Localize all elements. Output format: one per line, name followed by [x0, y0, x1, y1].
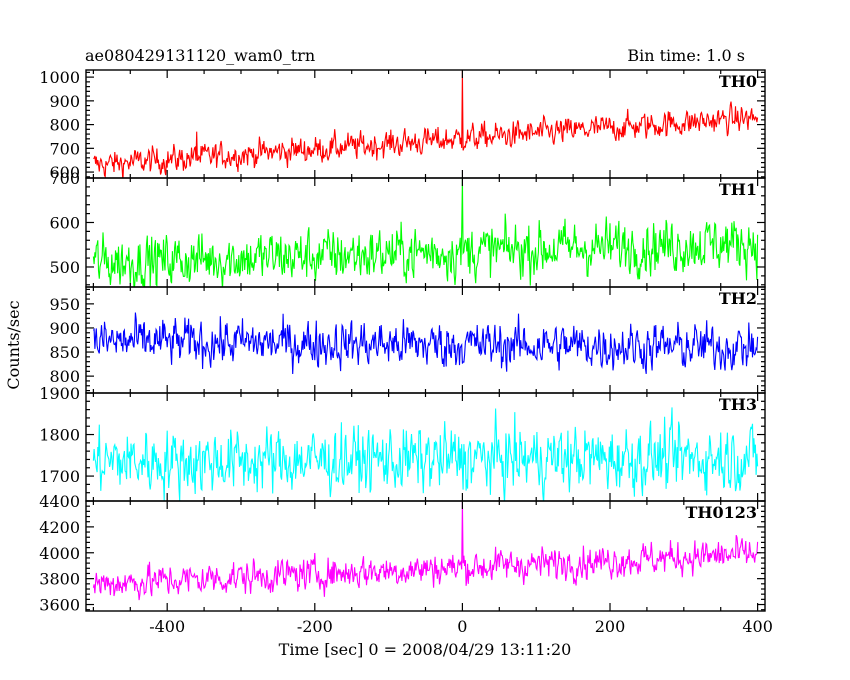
x-axis: -400 -200 0 200 400 — [149, 617, 773, 636]
chart-header-right: Bin time: 1.0 s — [627, 46, 745, 65]
y-tick-label: 800 — [49, 367, 80, 386]
series-line-th0123 — [92, 501, 759, 601]
series-line-th2 — [92, 312, 759, 375]
y-tick-label: 3800 — [39, 570, 80, 589]
panel-th0123: 3600 3800 4000 4200 4400 TH0123 — [39, 492, 766, 615]
y-tick-label: 4000 — [39, 544, 80, 563]
y-tick-label: 4200 — [39, 518, 80, 537]
panel-th1: 500 600 700 TH1 — [49, 169, 766, 288]
chart-header-left: ae080429131120_wam0_trn — [85, 46, 315, 65]
panel-th0: 600 700 800 900 1000 TH0 — [39, 68, 766, 182]
y-tick-label: 3600 — [39, 596, 80, 615]
series-line-th3 — [92, 407, 759, 501]
x-tick-label: -200 — [297, 617, 333, 636]
panel-th3: 1700 1800 1900 TH3 — [39, 384, 766, 502]
y-tick-label: 800 — [49, 116, 80, 135]
panel-label: TH1 — [719, 180, 757, 199]
panel-th2: 800 850 900 950 TH2 — [49, 286, 766, 394]
y-tick-label: 900 — [49, 319, 80, 338]
panel-label: TH0 — [719, 72, 757, 91]
panel-label: TH2 — [719, 289, 757, 308]
y-tick-label: 950 — [49, 295, 80, 314]
y-axis-label: Counts/sec — [4, 300, 23, 389]
series-line-th1 — [92, 178, 759, 287]
y-tick-label: 4400 — [39, 492, 80, 511]
y-tick-label: 900 — [49, 92, 80, 111]
y-tick-label: 600 — [49, 213, 80, 232]
y-tick-label: 700 — [49, 169, 80, 188]
x-tick-label: 200 — [595, 617, 626, 636]
y-tick-label: 700 — [49, 139, 80, 158]
y-tick-label: 600 — [49, 163, 80, 182]
x-tick-label: -400 — [149, 617, 185, 636]
x-tick-label: 400 — [742, 617, 773, 636]
y-tick-label: 1800 — [39, 426, 80, 445]
y-tick-label: 500 — [49, 258, 80, 277]
panel-label: TH0123 — [685, 503, 757, 522]
y-tick-label: 1000 — [39, 68, 80, 87]
series-line-th0 — [93, 70, 759, 178]
panel-label: TH3 — [719, 395, 757, 414]
y-tick-label: 1700 — [39, 467, 80, 486]
x-axis-label: Time [sec] 0 = 2008/04/29 13:11:20 — [279, 640, 572, 659]
y-tick-label: 1900 — [39, 384, 80, 403]
x-tick-label: 0 — [457, 617, 467, 636]
y-tick-label: 850 — [49, 343, 80, 362]
